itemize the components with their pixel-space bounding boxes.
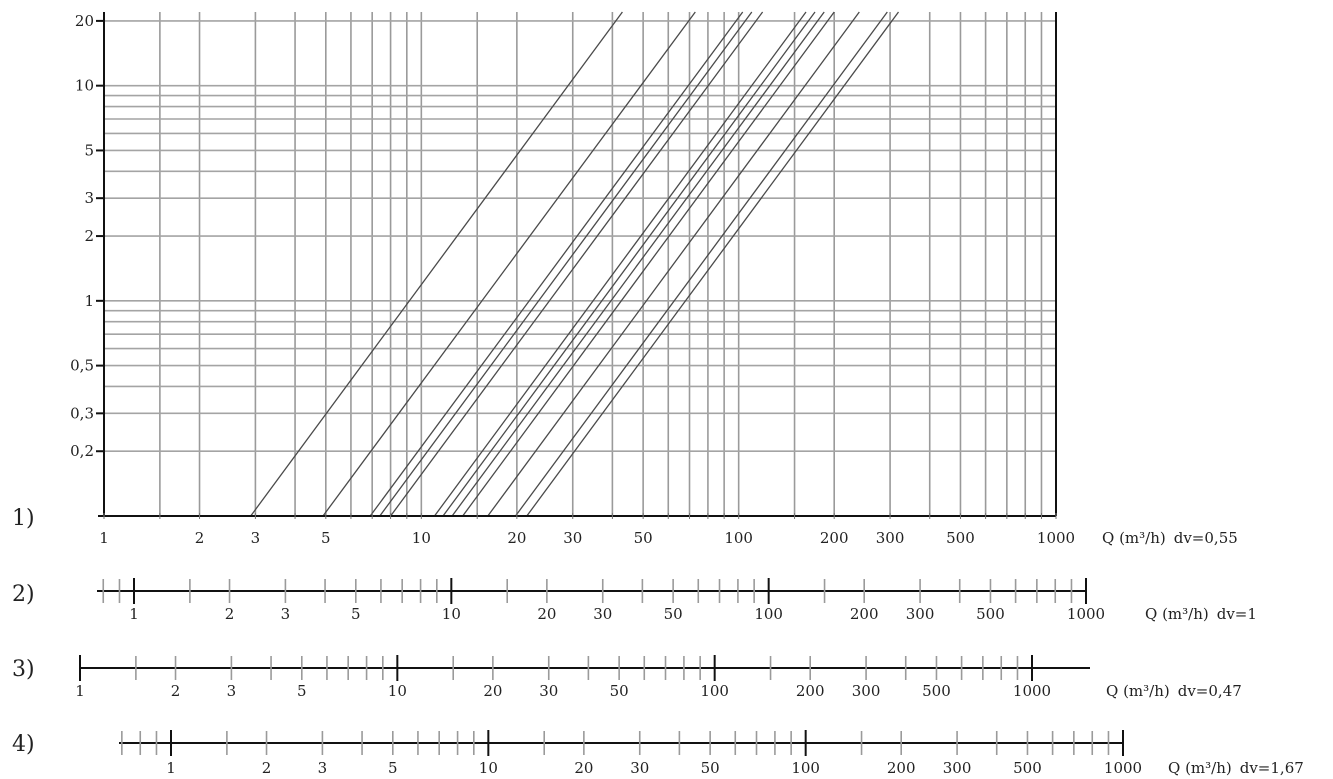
scale-row-label: 3) [12,657,35,682]
x-tick-label: 500 [976,605,1005,623]
dv-label: dv=1,67 [1240,759,1304,777]
series-line-4 [379,11,753,516]
x-tick-label: 50 [610,682,629,700]
x-tick-label: 1 [129,605,139,623]
x-tick-label: 30 [630,759,649,777]
x-tick-label: 3 [318,759,328,777]
x-axis-unit-label: Q (m³/h) [1102,529,1166,547]
y-tick-label: 0,2 [70,442,94,460]
series-line-7 [442,11,816,516]
scale-row-label: 1) [12,506,35,531]
x-tick-label: 100 [700,682,729,700]
dv-label: dv=0,55 [1174,529,1238,547]
scale-row-label: 2) [12,582,35,607]
dv-label: dv=1 [1217,605,1257,623]
y-tick-label: 5 [84,141,94,159]
series-line-9 [462,11,835,516]
x-tick-label: 30 [593,605,612,623]
x-tick-label: 200 [850,605,879,623]
series-line-1 [250,11,623,516]
scale-row-label: 4) [12,732,35,757]
dv-label: dv=0,47 [1178,682,1242,700]
x-tick-label: 30 [539,682,558,700]
x-tick-label: 2 [225,605,235,623]
y-tick-label: 20 [75,12,94,30]
series-line-2 [322,11,696,516]
x-axis-unit-label: Q (m³/h) [1145,605,1209,623]
series-line-3 [369,11,744,516]
x-tick-label: 50 [634,529,653,547]
x-tick-label: 1000 [1037,529,1075,547]
x-tick-label: 20 [483,682,502,700]
x-tick-label: 20 [537,605,556,623]
series-line-6 [433,11,807,516]
x-tick-label: 10 [388,682,407,700]
x-tick-label: 20 [574,759,593,777]
x-tick-label: 1 [99,529,109,547]
x-tick-label: 5 [297,682,307,700]
y-tick-label: 10 [75,77,94,95]
x-tick-label: 20 [507,529,526,547]
x-tick-label: 5 [321,529,331,547]
x-tick-label: 10 [442,605,461,623]
series-line-12 [526,11,900,516]
x-tick-label: 1000 [1104,759,1142,777]
y-tick-label: 0,3 [70,404,94,422]
x-tick-label: 500 [922,682,951,700]
x-tick-label: 300 [943,759,972,777]
x-tick-label: 2 [195,529,205,547]
x-tick-label: 30 [563,529,582,547]
x-tick-label: 200 [820,529,849,547]
series-line-5 [390,11,764,516]
y-tick-label: 1 [84,292,94,310]
x-tick-label: 200 [796,682,825,700]
x-tick-label: 1000 [1013,682,1051,700]
y-tick-label: 2 [84,227,94,245]
x-tick-label: 3 [281,605,291,623]
x-tick-label: 1 [166,759,176,777]
x-tick-label: 300 [852,682,881,700]
x-tick-label: 5 [388,759,398,777]
x-axis-unit-label: Q (m³/h) [1106,682,1170,700]
x-tick-label: 50 [701,759,720,777]
x-tick-label: 2 [262,759,272,777]
x-tick-label: 10 [479,759,498,777]
series-line-8 [451,11,825,516]
x-tick-label: 5 [351,605,361,623]
x-tick-label: 3 [227,682,237,700]
x-tick-label: 50 [664,605,683,623]
x-tick-label: 1000 [1067,605,1105,623]
x-tick-label: 100 [724,529,753,547]
x-tick-label: 300 [876,529,905,547]
x-tick-label: 10 [412,529,431,547]
x-tick-label: 2 [171,682,181,700]
x-tick-label: 100 [754,605,783,623]
x-tick-label: 1 [75,682,85,700]
series-line-10 [487,11,860,516]
x-axis-unit-label: Q (m³/h) [1168,759,1232,777]
x-tick-label: 500 [1013,759,1042,777]
x-tick-label: 3 [251,529,261,547]
y-tick-label: 3 [84,189,94,207]
x-tick-label: 500 [946,529,975,547]
x-tick-label: 100 [791,759,820,777]
y-tick-label: 0,5 [70,357,94,375]
x-tick-label: 200 [887,759,916,777]
x-tick-label: 300 [906,605,935,623]
series-line-11 [514,11,888,516]
